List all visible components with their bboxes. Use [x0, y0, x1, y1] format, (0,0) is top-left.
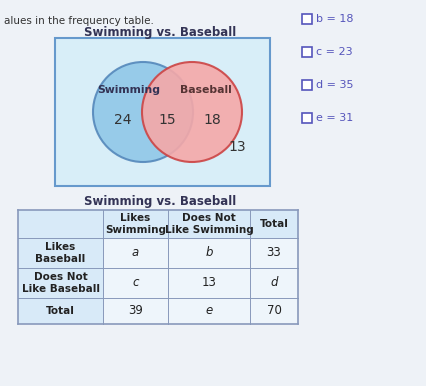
Text: Swimming: Swimming: [98, 85, 161, 95]
Text: 18: 18: [203, 113, 221, 127]
Text: Swimming vs. Baseball: Swimming vs. Baseball: [84, 195, 236, 208]
Bar: [302, 14, 312, 24]
Text: Total: Total: [259, 219, 288, 229]
Text: Does Not
Like Swimming: Does Not Like Swimming: [164, 213, 253, 235]
Text: 13: 13: [228, 140, 246, 154]
Text: 70: 70: [267, 305, 282, 318]
Text: 39: 39: [128, 305, 143, 318]
Bar: [55, 38, 270, 186]
Text: Swimming vs. Baseball: Swimming vs. Baseball: [84, 26, 236, 39]
Text: Likes
Baseball: Likes Baseball: [35, 242, 86, 264]
Ellipse shape: [93, 62, 193, 162]
Text: 33: 33: [267, 247, 282, 259]
Bar: [18, 210, 298, 324]
Text: e = 31: e = 31: [316, 113, 353, 123]
Text: c: c: [132, 276, 139, 290]
Text: Does Not
Like Baseball: Does Not Like Baseball: [21, 272, 100, 294]
Text: a: a: [132, 247, 139, 259]
Text: 13: 13: [201, 276, 216, 290]
Bar: [302, 113, 312, 123]
Text: d: d: [270, 276, 278, 290]
Text: c = 23: c = 23: [316, 47, 353, 57]
Text: alues in the frequency table.: alues in the frequency table.: [4, 16, 154, 26]
Text: b: b: [205, 247, 213, 259]
Text: e: e: [205, 305, 213, 318]
Text: b = 18: b = 18: [316, 14, 354, 24]
Text: 15: 15: [159, 113, 176, 127]
Bar: [302, 80, 312, 90]
Text: d = 35: d = 35: [316, 80, 354, 90]
Text: 24: 24: [114, 113, 132, 127]
Bar: [18, 210, 103, 324]
Ellipse shape: [142, 62, 242, 162]
Text: Baseball: Baseball: [180, 85, 232, 95]
Text: Total: Total: [46, 306, 75, 316]
Bar: [18, 210, 298, 238]
Bar: [302, 47, 312, 57]
Text: Likes
Swimming: Likes Swimming: [105, 213, 166, 235]
